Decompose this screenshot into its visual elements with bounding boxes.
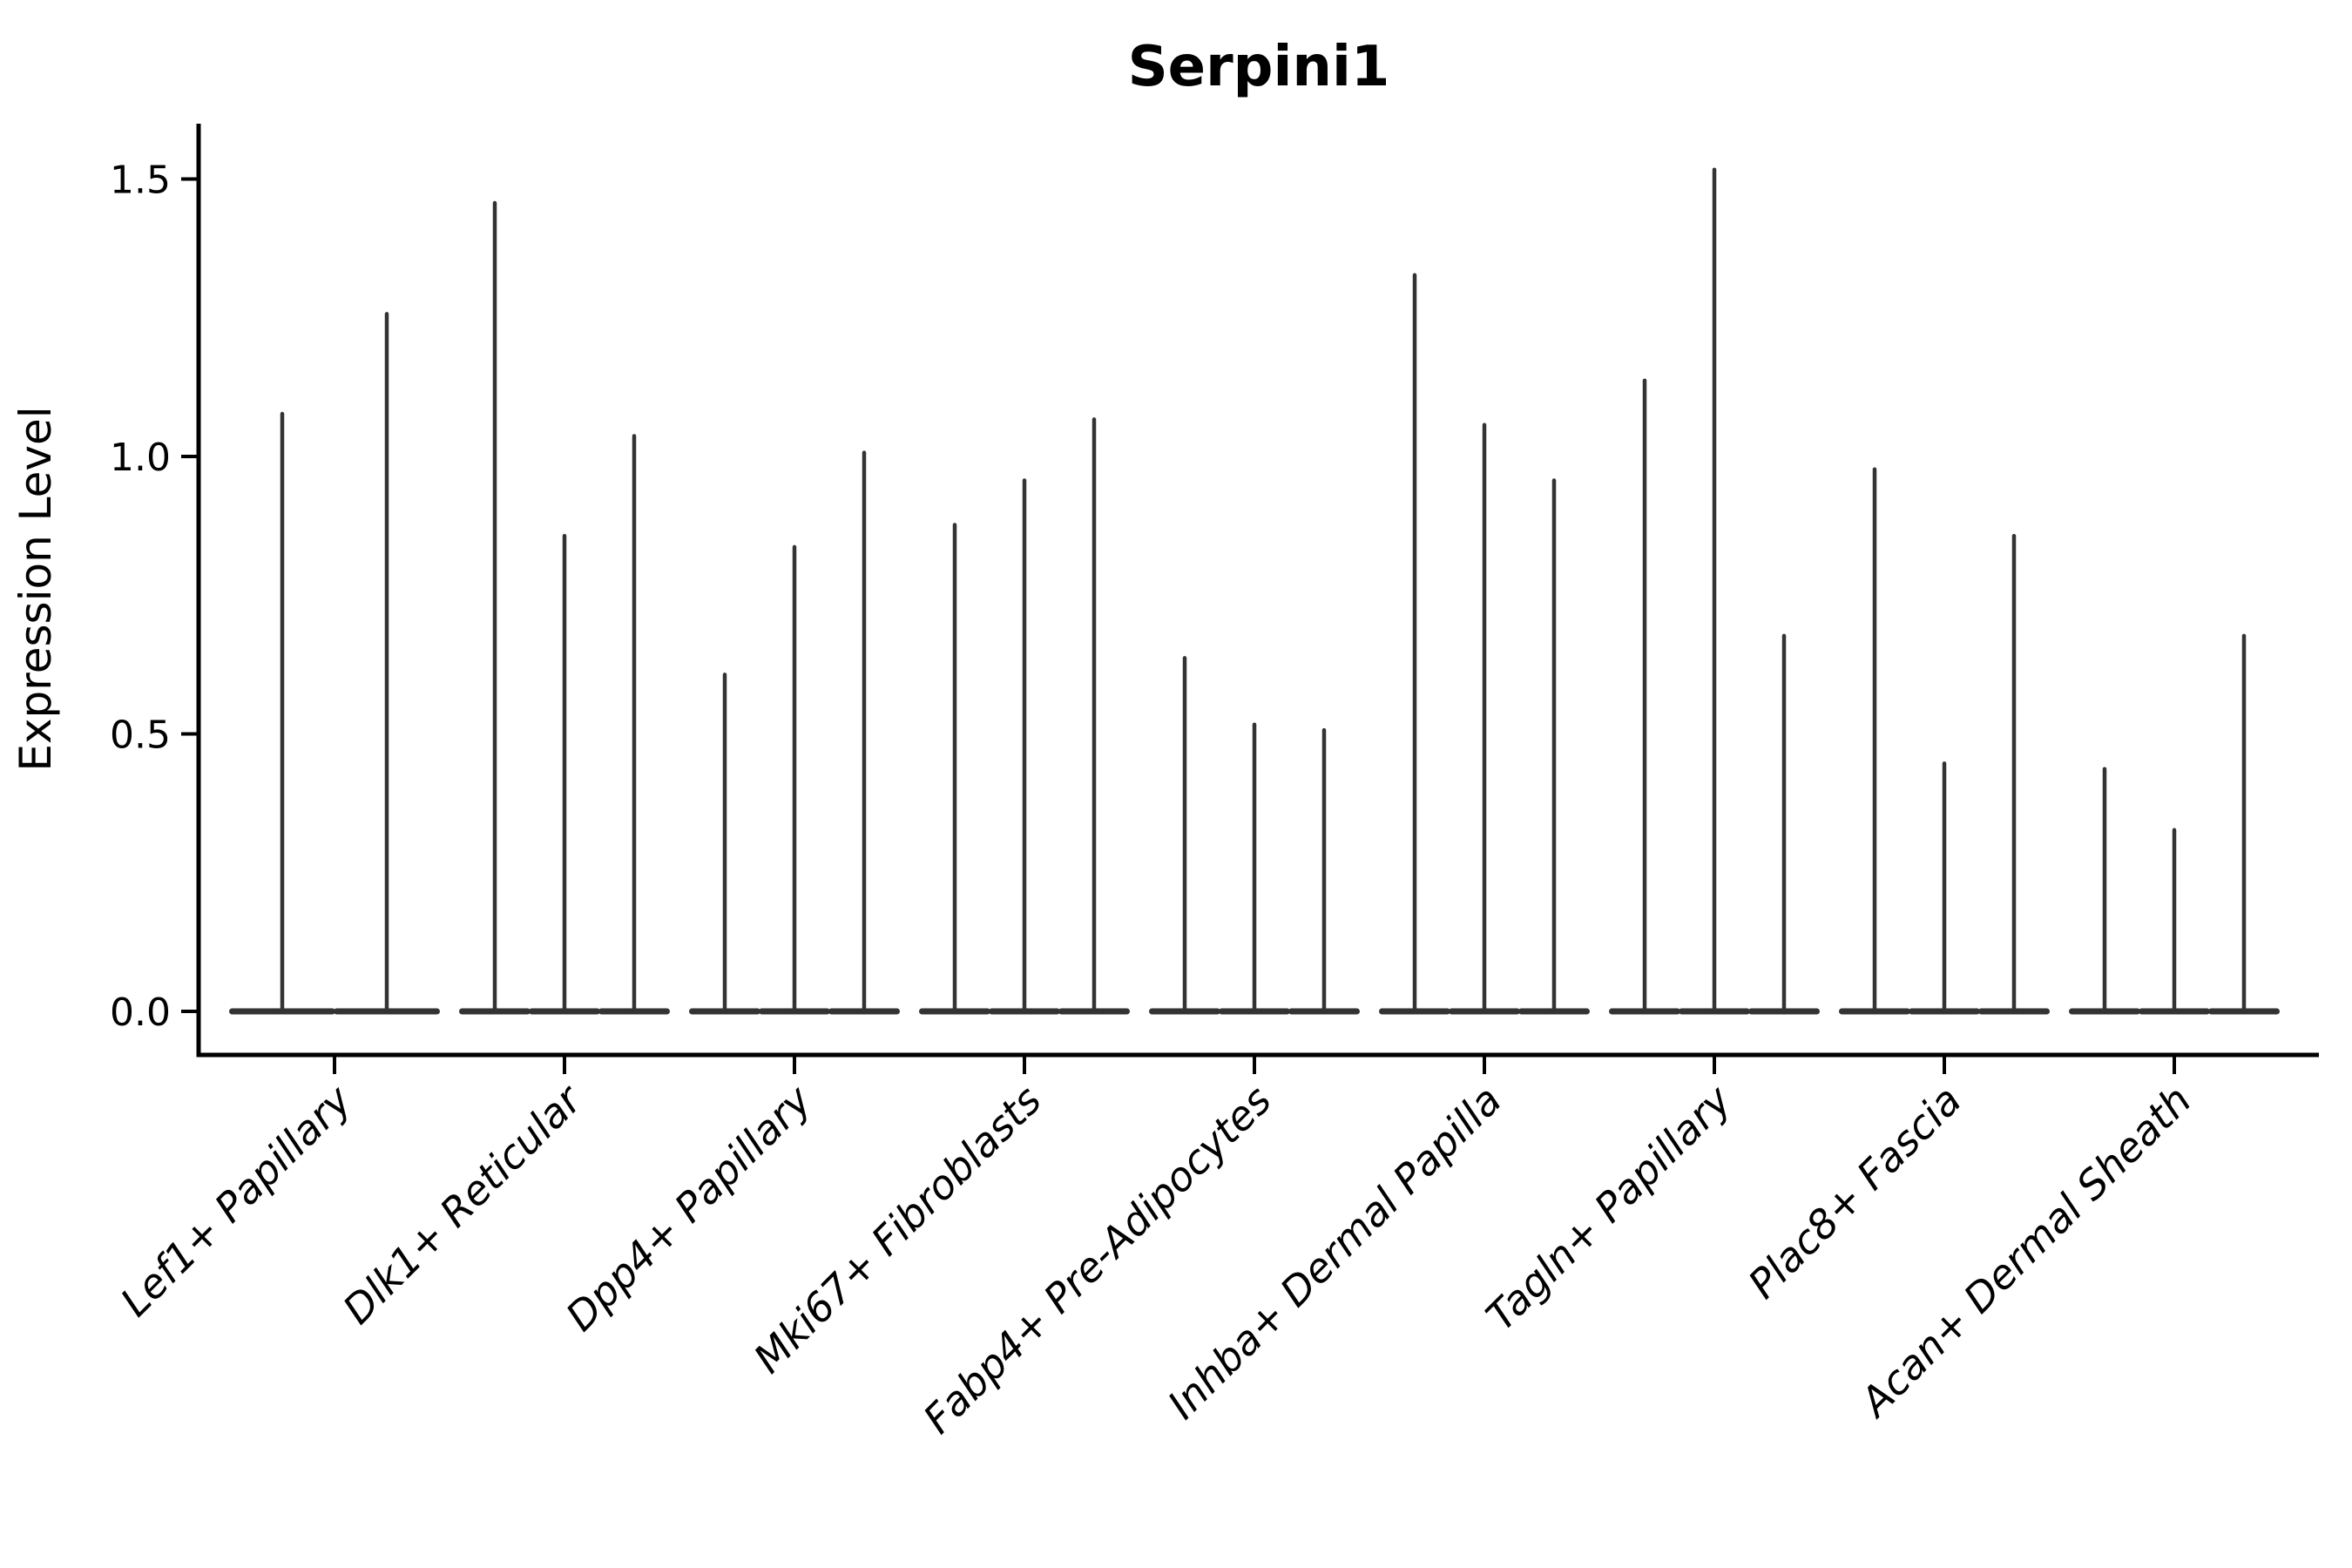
violin-group [1609,167,1820,1015]
violin-group [2069,633,2280,1015]
chart-title: Serpini1 [1128,35,1390,99]
x-tick-label: Plac8+ Fascia [1739,1077,1970,1308]
violin-group [1839,467,2050,1015]
violin-group [459,200,670,1015]
y-tick-label: 0.0 [110,990,171,1035]
violin-group [689,450,900,1015]
y-axis-ticks: 0.0 0.5 1.0 1.5 [110,159,199,1035]
y-tick-label: 1.0 [110,436,171,480]
y-tick-label: 0.5 [110,713,171,758]
violin-group [1149,656,1360,1015]
x-tick-label: Tagln+ Papillary [1477,1076,1740,1340]
x-tick-label: Lef1+ Papillary [112,1076,361,1325]
y-axis-label: Expression Level [10,406,61,771]
y-tick-label: 1.5 [110,159,171,203]
x-tick-label: Dlk1+ Reticular [334,1074,592,1333]
violins-layer [229,167,2280,1015]
x-tick-label: Dpp4+ Papillary [557,1076,821,1340]
violin-group [1379,273,1590,1015]
violin-group [919,417,1130,1015]
violin-group [229,312,440,1015]
